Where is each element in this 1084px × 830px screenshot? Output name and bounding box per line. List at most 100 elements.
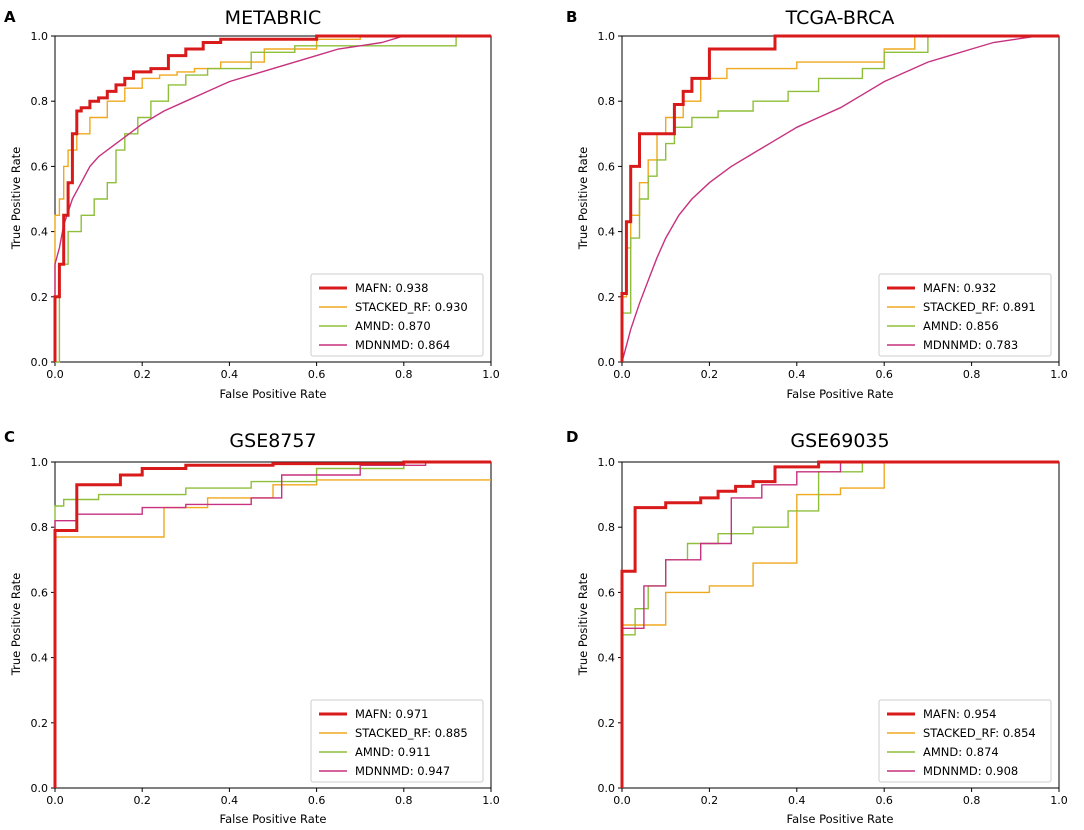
- y-tick-label: 0.2: [31, 717, 49, 730]
- panel-letter: D: [566, 428, 578, 446]
- chart-title: TCGA-BRCA: [785, 7, 895, 29]
- legend-box: [878, 699, 1052, 783]
- x-tick-label: 0.8: [963, 368, 981, 381]
- roc-curve-mdnnmd: [621, 35, 1059, 363]
- x-tick-label: 0.6: [308, 368, 326, 381]
- x-tick-label: 0.2: [133, 368, 151, 381]
- roc-curve-stacked-rf: [54, 35, 491, 362]
- legend-entry-stacked-rf: STACKED_RF: 0.891: [923, 300, 1036, 314]
- legend-entry-mafn: MAFN: 0.954: [923, 707, 996, 721]
- legend-entry-mdnnmd: MDNNMD: 0.908: [923, 764, 1018, 778]
- x-tick-label: 0.0: [613, 794, 631, 807]
- panel-b-tcga-brca: B TCGA-BRCA False Positive Rate True Pos…: [566, 7, 1068, 401]
- legend-entry-mafn: MAFN: 0.938: [355, 281, 428, 295]
- x-tick-label: 0.4: [788, 794, 806, 807]
- roc-curve-mafn: [53, 34, 491, 362]
- x-tick-label: 0.8: [395, 794, 413, 807]
- y-tick-label: 0.4: [31, 652, 49, 665]
- x-tick-label: 0.2: [701, 794, 719, 807]
- legend-entry-amnd: AMND: 0.874: [923, 745, 999, 759]
- x-tick-label: 1.0: [482, 794, 500, 807]
- chart-title: GSE8757: [229, 430, 316, 452]
- legend-entry-mafn: MAFN: 0.932: [923, 281, 996, 295]
- y-tick-label: 0.8: [31, 521, 49, 534]
- panel-a-metabric: A METABRIC False Positive Rate True Posi…: [4, 7, 500, 401]
- x-tick-label: 0.4: [221, 794, 239, 807]
- y-tick-label: 0.6: [598, 160, 616, 173]
- y-axis-label: True Positive Rate: [9, 147, 23, 250]
- legend: MAFN: 0.971 STACKED_RF: 0.885 AMND: 0.911 M…: [310, 699, 484, 783]
- y-tick-label: 0.4: [598, 652, 616, 665]
- x-tick-label: 0.4: [221, 368, 239, 381]
- x-tick-label: 0.4: [788, 368, 806, 381]
- y-tick-label: 0.0: [598, 782, 616, 795]
- legend-entry-amnd: AMND: 0.911: [355, 745, 431, 759]
- y-tick-label: 1.0: [31, 456, 49, 469]
- roc-curve-stacked-rf: [54, 479, 491, 788]
- panel-letter: C: [4, 428, 15, 446]
- x-tick-label: 0.8: [395, 368, 413, 381]
- roc-curve-amnd: [55, 35, 491, 363]
- x-axis-label: False Positive Rate: [220, 387, 327, 401]
- y-tick-label: 0.8: [598, 521, 616, 534]
- x-tick-label: 0.2: [701, 368, 719, 381]
- legend-entry-stacked-rf: STACKED_RF: 0.885: [355, 726, 468, 740]
- roc-curve-mafn: [53, 460, 491, 788]
- chart-title: GSE69035: [790, 430, 889, 452]
- panel-d-gse69035: D GSE69035 False Positive Rate True Posi…: [566, 428, 1068, 826]
- x-tick-label: 0.2: [133, 794, 151, 807]
- legend-entry-amnd: AMND: 0.856: [923, 319, 999, 333]
- x-tick-label: 0.0: [613, 368, 631, 381]
- y-tick-label: 0.0: [598, 356, 616, 369]
- chart-title: METABRIC: [225, 7, 322, 29]
- y-tick-label: 0.6: [31, 586, 49, 599]
- panel-c-gse8757: C GSE8757 False Positive Rate True Posit…: [4, 428, 500, 826]
- x-tick-label: 0.6: [875, 794, 893, 807]
- roc-curve-mdnnmd: [621, 461, 1059, 788]
- roc-curve-amnd: [621, 35, 1059, 362]
- legend-entry-stacked-rf: STACKED_RF: 0.854: [923, 726, 1036, 740]
- x-tick-label: 0.8: [963, 794, 981, 807]
- y-axis-label: True Positive Rate: [576, 147, 590, 250]
- y-tick-label: 0.8: [31, 95, 49, 108]
- x-tick-label: 0.6: [308, 794, 326, 807]
- x-tick-label: 0.0: [46, 794, 64, 807]
- y-tick-label: 1.0: [31, 30, 49, 43]
- legend-entry-mdnnmd: MDNNMD: 0.783: [923, 338, 1018, 352]
- legend-box: [310, 699, 484, 783]
- x-tick-label: 0.6: [875, 368, 893, 381]
- x-tick-label: 0.0: [46, 368, 64, 381]
- y-tick-label: 1.0: [598, 30, 616, 43]
- y-tick-label: 0.6: [598, 586, 616, 599]
- legend-entry-mafn: MAFN: 0.971: [355, 707, 428, 721]
- legend: MAFN: 0.932 STACKED_RF: 0.891 AMND: 0.856 M…: [878, 273, 1052, 357]
- panel-letter: B: [566, 8, 577, 26]
- y-tick-label: 0.0: [31, 356, 49, 369]
- roc-curve-amnd: [54, 461, 491, 788]
- roc-curve-mafn: [620, 34, 1059, 362]
- panel-letter: A: [4, 8, 16, 26]
- x-axis-label: False Positive Rate: [220, 812, 327, 826]
- roc-curve-stacked-rf: [621, 35, 1059, 362]
- x-tick-label: 1.0: [482, 368, 500, 381]
- x-axis-label: False Positive Rate: [787, 387, 894, 401]
- y-axis-label: True Positive Rate: [9, 573, 23, 676]
- legend-box: [310, 273, 484, 357]
- y-tick-label: 0.0: [31, 782, 49, 795]
- y-tick-label: 0.4: [598, 226, 616, 239]
- legend-entry-amnd: AMND: 0.870: [355, 319, 431, 333]
- y-tick-label: 1.0: [598, 456, 616, 469]
- legend-entry-mdnnmd: MDNNMD: 0.864: [355, 338, 450, 352]
- legend-entry-mdnnmd: MDNNMD: 0.947: [355, 764, 450, 778]
- y-tick-label: 0.6: [31, 160, 49, 173]
- y-axis-label: True Positive Rate: [576, 573, 590, 676]
- legend: MAFN: 0.938 STACKED_RF: 0.930 AMND: 0.870 M…: [310, 273, 484, 357]
- roc-curve-stacked-rf: [621, 461, 1059, 788]
- legend-box: [878, 273, 1052, 357]
- y-tick-label: 0.2: [598, 291, 616, 304]
- x-axis-label: False Positive Rate: [787, 812, 894, 826]
- roc-curve-mdnnmd: [54, 35, 491, 362]
- legend: MAFN: 0.954 STACKED_RF: 0.854 AMND: 0.874 M…: [878, 699, 1052, 783]
- x-tick-label: 1.0: [1050, 368, 1068, 381]
